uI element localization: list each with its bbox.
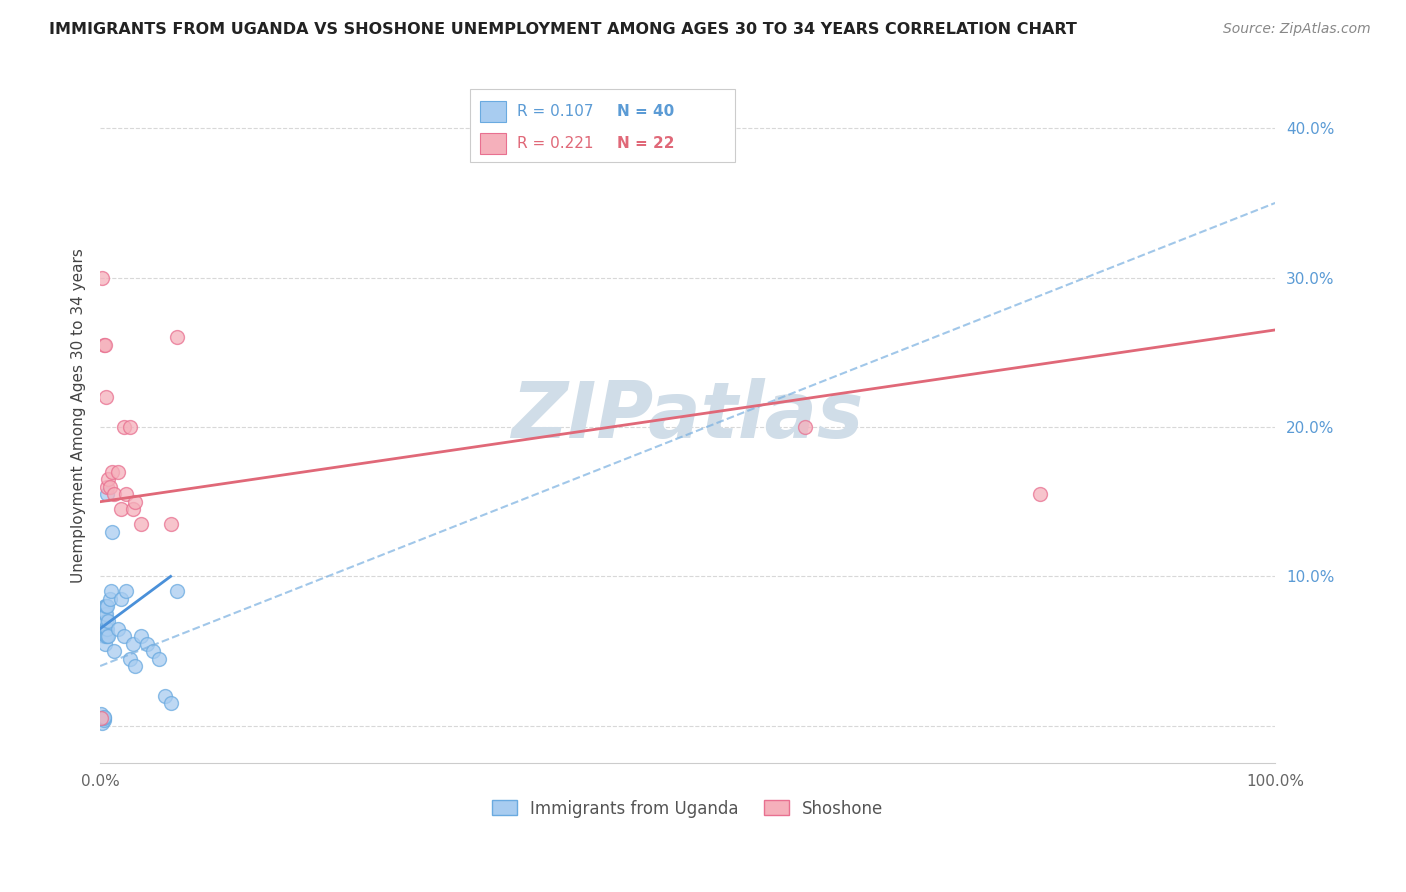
Text: N = 22: N = 22 [617,136,675,151]
Point [91,711,114,725]
Point [98,480,121,494]
FancyBboxPatch shape [470,89,735,162]
Point [159,697,181,711]
Point [101,465,124,479]
Y-axis label: Unemployment Among Ages 30 to 34 years: Unemployment Among Ages 30 to 34 years [72,248,86,583]
Point [115,487,138,501]
Text: R = 0.221: R = 0.221 [517,136,593,151]
Point [96,487,118,501]
Point [129,517,152,532]
Point [93,713,115,727]
Point [153,689,176,703]
Point [142,644,165,658]
Point [112,629,135,643]
Point [93,629,115,643]
Point [90,706,112,721]
Point [94,622,117,636]
Point [166,584,188,599]
Point [129,629,152,643]
Point [94,599,117,614]
Point [124,659,146,673]
Point [148,651,170,665]
Point [124,494,146,508]
Point [100,584,122,599]
Point [159,517,181,532]
Point [136,637,159,651]
Text: Source: ZipAtlas.com: Source: ZipAtlas.com [1223,22,1371,37]
Point [110,502,132,516]
Point [94,599,117,614]
Point [107,622,129,636]
Point [115,584,138,599]
Point [118,420,141,434]
Point [91,715,114,730]
Point [93,711,115,725]
Point [91,270,114,285]
Legend: Immigrants from Uganda, Shoshone: Immigrants from Uganda, Shoshone [485,793,890,824]
Point [122,637,145,651]
Point [93,338,115,352]
Point [96,629,118,643]
Point [94,614,117,628]
Point [110,591,132,606]
Point [97,629,120,643]
Point [96,480,118,494]
Point [112,420,135,434]
FancyBboxPatch shape [479,102,506,122]
Point [94,637,117,651]
Point [94,390,117,404]
Point [122,502,145,516]
Point [107,465,129,479]
Point [794,420,817,434]
Point [97,472,120,486]
Point [97,614,120,628]
Point [96,622,118,636]
Point [96,599,118,614]
Point [94,629,117,643]
FancyBboxPatch shape [479,133,506,153]
Text: R = 0.107: R = 0.107 [517,104,593,120]
Point [98,591,121,606]
Text: N = 40: N = 40 [617,104,675,120]
Point [90,711,112,725]
Point [101,524,124,539]
Text: ZIPatlas: ZIPatlas [512,378,863,454]
Point [94,607,117,621]
Point [94,607,117,621]
Point [166,330,188,344]
Point [94,338,117,352]
Point [1029,487,1052,501]
Point [93,710,115,724]
Point [103,487,125,501]
Text: IMMIGRANTS FROM UGANDA VS SHOSHONE UNEMPLOYMENT AMONG AGES 30 TO 34 YEARS CORREL: IMMIGRANTS FROM UGANDA VS SHOSHONE UNEMP… [49,22,1077,37]
Point [103,644,125,658]
Point [94,622,117,636]
Point [118,651,141,665]
